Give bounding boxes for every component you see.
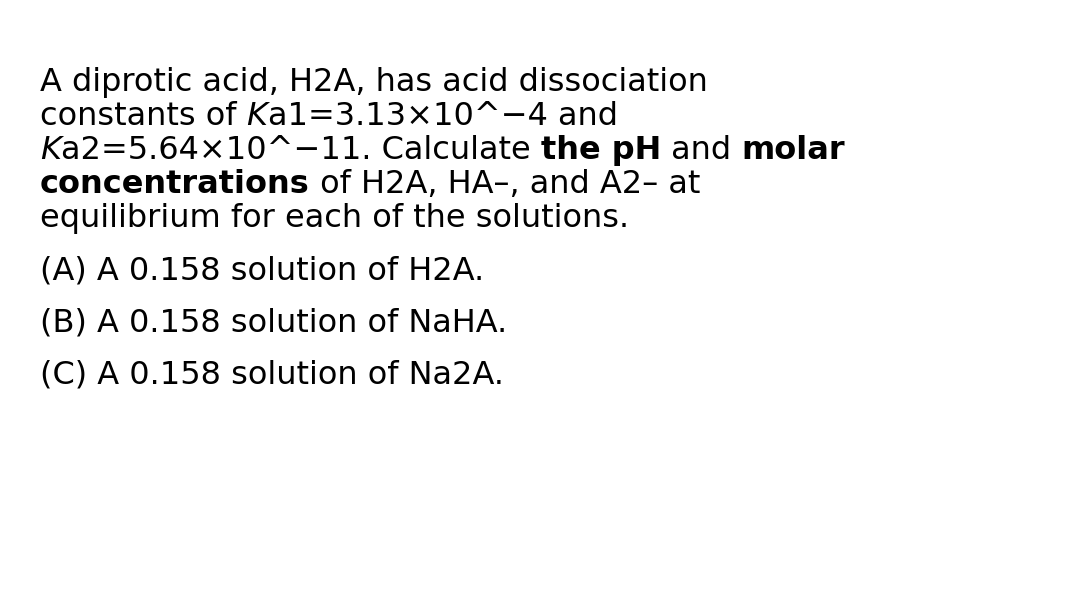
Text: K: K bbox=[247, 101, 268, 132]
Text: A diprotic acid, H2A, has acid dissociation: A diprotic acid, H2A, has acid dissociat… bbox=[40, 67, 708, 98]
Text: concentrations: concentrations bbox=[40, 169, 310, 200]
Text: of H2A, HA–, and A2– at: of H2A, HA–, and A2– at bbox=[310, 169, 700, 200]
Text: (B) A 0.158 solution of NaHA.: (B) A 0.158 solution of NaHA. bbox=[40, 307, 507, 338]
Text: constants of: constants of bbox=[40, 101, 247, 132]
Text: a1=3.13×10^−4 and: a1=3.13×10^−4 and bbox=[268, 101, 617, 132]
Text: equilibrium for each of the solutions.: equilibrium for each of the solutions. bbox=[40, 203, 629, 234]
Text: (A) A 0.158 solution of H2A.: (A) A 0.158 solution of H2A. bbox=[40, 255, 485, 286]
Text: the pH: the pH bbox=[541, 135, 661, 166]
Text: a2=5.64×10^−11. Calculate: a2=5.64×10^−11. Calculate bbox=[61, 135, 541, 166]
Text: and: and bbox=[661, 135, 742, 166]
Text: K: K bbox=[40, 135, 61, 166]
Text: molar: molar bbox=[742, 135, 845, 166]
Text: (C) A 0.158 solution of Na2A.: (C) A 0.158 solution of Na2A. bbox=[40, 359, 504, 390]
